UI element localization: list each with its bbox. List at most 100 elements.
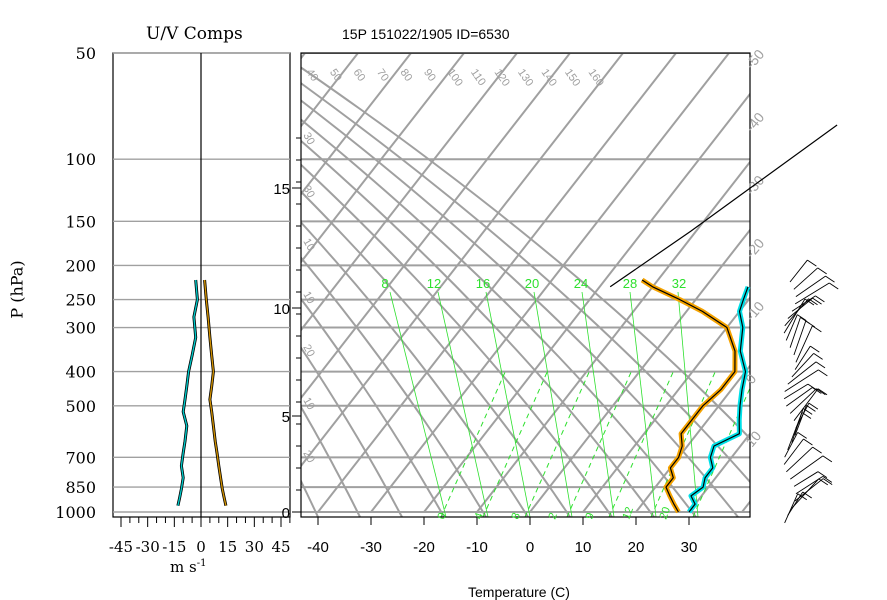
- wind-barbs: [783, 259, 839, 524]
- theta-label: 160: [586, 67, 606, 89]
- wind-barb-staff: [786, 446, 813, 473]
- dry-adiabat-line: [301, 220, 529, 517]
- theta-label: 70: [374, 67, 391, 84]
- wind-barb-staff: [793, 267, 818, 290]
- theta-label: 100: [445, 67, 465, 89]
- dry-adiabat-line: [301, 139, 655, 517]
- wind-barb-flag: [807, 259, 817, 267]
- wind-barb-staff: [791, 353, 814, 378]
- dry-adiabat-line: [301, 405, 361, 517]
- isotherm-line: [301, 53, 624, 468]
- theta-side-label: 30: [300, 131, 317, 148]
- moist-adiabat-label: 8: [510, 511, 523, 521]
- uv-y-tick-label: 500: [65, 397, 96, 416]
- wind-barb-staff: [789, 388, 817, 414]
- wind-barb-staff: [795, 325, 813, 363]
- isotherm-line: [795, 53, 887, 512]
- theta-side-label: 30: [300, 184, 317, 201]
- moist-adiabat-label: 2: [547, 511, 560, 521]
- mixing-ratio-label: 16: [476, 276, 490, 291]
- moist-adiabat-line: [566, 369, 633, 517]
- moist-adiabat-label: 20: [658, 505, 673, 521]
- mixing-ratio-line: [581, 291, 615, 517]
- wind-barb-flag: [829, 282, 839, 290]
- uv-y-tick-label: 1000: [55, 503, 96, 522]
- wind-barb-flag: [797, 432, 807, 439]
- mixing-ratio-line: [437, 291, 489, 517]
- temp-x-tick-label: -20: [413, 539, 435, 556]
- wind-barb-staff: [783, 298, 806, 334]
- wind-barb-flag: [817, 471, 828, 479]
- wind-barb-staff: [791, 295, 816, 312]
- isotherm-line: [0, 53, 199, 512]
- theta-side-label: 10: [300, 396, 317, 413]
- wind-barb-staff: [785, 314, 798, 341]
- moist-adiabat-label: 0: [436, 511, 449, 521]
- height-tick-label: 5: [282, 409, 290, 426]
- dry-adiabat-line: [301, 297, 445, 517]
- dry-adiabat-line: [301, 66, 750, 440]
- dry-adiabat-line: [301, 118, 697, 517]
- uv-x-tick-label: 45: [271, 538, 290, 556]
- wind-barb-staff: [793, 320, 807, 356]
- dry-adiabat-line: [301, 190, 571, 517]
- theta-label: 120: [492, 67, 512, 89]
- isotherm-line: [582, 296, 750, 513]
- temp-x-tick-label: -10: [466, 539, 488, 556]
- isotherm-line: [301, 53, 571, 400]
- isotherm-line: [635, 364, 750, 513]
- mixing-ratio-line: [533, 291, 573, 517]
- moist-adiabat-label: 4: [473, 511, 486, 521]
- mixing-ratio-line: [389, 291, 447, 517]
- wind-barb-staff: [783, 438, 804, 465]
- wind-barb-flag: [815, 361, 826, 369]
- mixing-ratio-line: [629, 291, 657, 517]
- theta-side-label: 20: [300, 343, 317, 360]
- isotherm-line: [301, 53, 306, 60]
- wind-barb-staff: [794, 345, 811, 370]
- isotherm-line: [688, 432, 750, 513]
- temp-x-tick-label: -40: [307, 539, 329, 556]
- wind-barb-staff: [789, 259, 808, 283]
- isotherm-line: [476, 160, 750, 513]
- uv-y-tick-label: 700: [65, 448, 96, 467]
- wind-barb-staff: [794, 405, 807, 436]
- theta-label: 110: [468, 67, 488, 88]
- wind-barb-staff: [795, 275, 826, 297]
- wind-barb-flag: [804, 298, 815, 306]
- dry-adiabat-line: [301, 346, 403, 517]
- uv-x-axis-exponent: -1: [196, 558, 207, 569]
- wind-barb-staff: [784, 369, 819, 392]
- height-tick-label: 15: [273, 181, 290, 198]
- theta-label: 60: [351, 67, 368, 84]
- mixing-ratio-label: 32: [672, 276, 686, 291]
- mixing-ratio-label: 12: [427, 276, 441, 291]
- uv-x-tick-label: -30: [136, 538, 160, 556]
- wind-barb-staff: [789, 317, 801, 348]
- theta-label: 80: [398, 67, 415, 84]
- temperature-line: [641, 279, 736, 513]
- temp-x-tick-label: 10: [575, 539, 592, 556]
- uv-y-tick-label: 850: [65, 478, 96, 497]
- isotherm-label: -40: [742, 109, 767, 135]
- temperature-line-halo: [640, 277, 738, 514]
- upper-profile-line: [609, 124, 838, 288]
- isotherm-line: [423, 92, 750, 513]
- wind-barb-staff: [787, 361, 817, 385]
- wind-barb-flag: [802, 491, 812, 499]
- wind-barb-staff: [793, 471, 819, 487]
- isotherm-line: [301, 53, 465, 264]
- wind-barb-flag: [808, 402, 819, 410]
- wind-barb-flag: [803, 438, 813, 446]
- wind-barb-flag: [810, 345, 820, 353]
- uv-x-tick-label: 0: [196, 538, 206, 556]
- wind-barb-flag: [818, 369, 828, 377]
- uv-y-tick-label: 150: [65, 212, 96, 231]
- dewpoint-line: [688, 286, 749, 513]
- theta-label: 40: [304, 67, 321, 84]
- mixing-ratio-label: 28: [623, 276, 637, 291]
- uv-panel: [176, 279, 228, 507]
- wind-barb-flag: [818, 478, 829, 486]
- height-tick-label: 10: [273, 301, 290, 318]
